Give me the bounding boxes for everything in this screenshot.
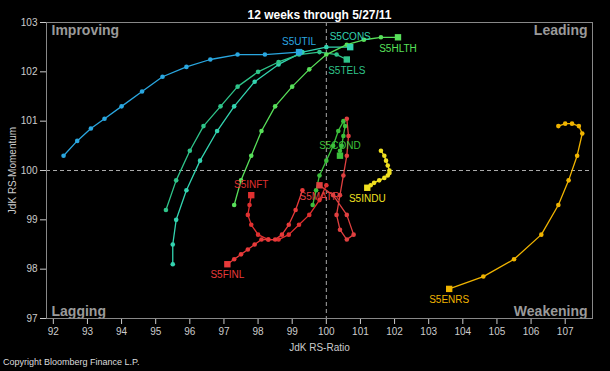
svg-text:96: 96 <box>184 326 196 337</box>
svg-text:Leading: Leading <box>534 22 588 38</box>
svg-text:S5TELS: S5TELS <box>328 65 366 76</box>
svg-text:101: 101 <box>352 326 369 337</box>
svg-text:12 weeks through 5/27/11: 12 weeks through 5/27/11 <box>247 8 391 22</box>
svg-text:97: 97 <box>26 313 38 324</box>
svg-text:100: 100 <box>21 165 38 176</box>
svg-text:S5FINL: S5FINL <box>210 269 244 280</box>
svg-text:S5COND: S5COND <box>319 140 361 151</box>
svg-text:102: 102 <box>386 326 403 337</box>
svg-text:95: 95 <box>150 326 162 337</box>
svg-text:103: 103 <box>21 17 38 28</box>
svg-text:93: 93 <box>82 326 94 337</box>
svg-text:S5INFT: S5INFT <box>234 179 268 190</box>
svg-text:S5MATR: S5MATR <box>300 191 340 202</box>
svg-text:S5UTIL: S5UTIL <box>282 36 316 47</box>
svg-text:105: 105 <box>489 326 506 337</box>
svg-text:98: 98 <box>253 326 265 337</box>
svg-text:92: 92 <box>48 326 60 337</box>
svg-text:106: 106 <box>523 326 540 337</box>
html-text:Copyright Bloomberg Finance L.: Copyright Bloomberg Finance L.P. <box>3 357 140 367</box>
svg-text:S5ENRS: S5ENRS <box>429 294 469 305</box>
svg-text:S5CONS: S5CONS <box>330 31 371 42</box>
svg-text:S5INDU: S5INDU <box>349 193 386 204</box>
svg-text:103: 103 <box>420 326 437 337</box>
svg-text:104: 104 <box>454 326 471 337</box>
svg-text:Improving: Improving <box>52 22 120 38</box>
svg-text:JdK RS-Momentum: JdK RS-Momentum <box>7 127 18 214</box>
svg-text:100: 100 <box>318 326 335 337</box>
svg-text:107: 107 <box>557 326 574 337</box>
svg-text:97: 97 <box>218 326 230 337</box>
svg-text:99: 99 <box>287 326 299 337</box>
svg-text:99: 99 <box>26 214 38 225</box>
svg-text:Weakening: Weakening <box>514 303 588 319</box>
svg-text:98: 98 <box>26 263 38 274</box>
svg-text:94: 94 <box>116 326 128 337</box>
svg-text:S5HLTH: S5HLTH <box>379 43 417 54</box>
svg-text:Lagging: Lagging <box>52 303 106 319</box>
svg-text:JdK RS-Ratio: JdK RS-Ratio <box>289 342 350 353</box>
svg-text:101: 101 <box>21 115 38 126</box>
svg-text:102: 102 <box>21 66 38 77</box>
